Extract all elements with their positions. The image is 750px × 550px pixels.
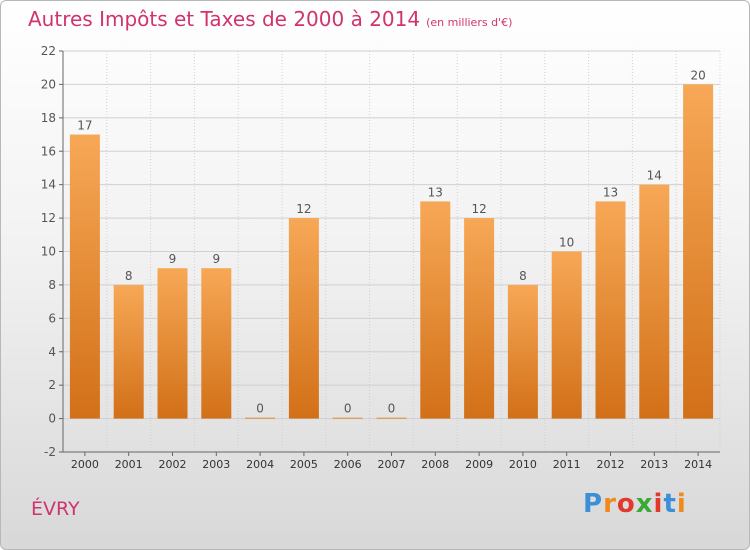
- y-tick-label: 20: [41, 77, 56, 91]
- x-tick-label: 2013: [640, 458, 668, 471]
- y-tick-label: 6: [48, 311, 56, 325]
- bar-2011: [551, 251, 582, 419]
- chart-title: Autres Impôts et Taxes de 2000 à 2014 (en…: [28, 7, 512, 31]
- bar-2014: [683, 84, 714, 419]
- x-tick-label: 2008: [421, 458, 449, 471]
- bar-2013: [639, 184, 670, 419]
- data-label: 12: [471, 202, 486, 216]
- data-label: 0: [256, 402, 264, 416]
- y-tick-label: 2: [48, 378, 56, 392]
- x-tick-label: 2004: [246, 458, 274, 471]
- y-tick-label: 16: [41, 144, 56, 158]
- y-tick-label: 8: [48, 278, 56, 292]
- y-tick-label: 14: [41, 178, 56, 192]
- bars: [69, 84, 714, 419]
- x-tick-label: 2006: [334, 458, 362, 471]
- data-label: 20: [690, 68, 705, 82]
- x-tick-label: 2011: [553, 458, 581, 471]
- x-tick-label: 2003: [202, 458, 230, 471]
- bar-2002: [157, 268, 188, 419]
- x-tick-label: 2014: [684, 458, 712, 471]
- x-tick-label: 2009: [465, 458, 493, 471]
- bar-2001: [113, 284, 144, 419]
- bar-2010: [507, 284, 538, 419]
- x-tick-label: 2007: [378, 458, 406, 471]
- data-label: 14: [647, 169, 662, 183]
- axes: [59, 50, 720, 456]
- data-label: 13: [603, 185, 618, 199]
- y-tick-label: 12: [41, 211, 56, 225]
- bar-2012: [595, 201, 626, 419]
- x-tick-labels: 2000 2001 2002 2003 2004 2005 2006 2007 2008 2009…: [71, 458, 712, 471]
- y-tick-label: 0: [48, 412, 56, 426]
- data-label: 8: [125, 269, 133, 283]
- data-label: 13: [428, 185, 443, 199]
- logo-letter: t: [663, 489, 677, 519]
- bar-2009: [464, 218, 495, 419]
- proxiti-logo[interactable]: Proxiti: [583, 489, 687, 519]
- data-label: 8: [519, 269, 527, 283]
- y-tick-label: 22: [41, 44, 56, 58]
- x-tick-label: 2000: [71, 458, 99, 471]
- place-name: ÉVRY: [31, 498, 80, 520]
- y-tick-labels: -2 0 2 4 6 8 10 12 14 16 18 20 22: [41, 44, 56, 459]
- data-labels: 17 8 9 9 0 12 0 0 13 12 8 10 13 14 20: [77, 68, 705, 415]
- logo-letter: i: [653, 489, 664, 519]
- bar-2004: [245, 417, 276, 419]
- x-tick-label: 2010: [509, 458, 537, 471]
- y-tick-label: 4: [48, 345, 56, 359]
- chart-title-text: Autres Impôts et Taxes de 2000 à 2014: [28, 7, 421, 31]
- x-tick-label: 2012: [597, 458, 625, 471]
- logo-letter: r: [603, 489, 617, 519]
- data-label: 0: [344, 402, 352, 416]
- data-label: 12: [296, 202, 311, 216]
- y-tick-label: 18: [41, 111, 56, 125]
- data-label: 9: [212, 252, 220, 266]
- y-tick-label: -2: [44, 445, 56, 459]
- data-label: 9: [169, 252, 177, 266]
- bar-2003: [201, 268, 232, 419]
- logo-letter: o: [616, 489, 636, 519]
- chart-unit: (en milliers d'€): [426, 16, 513, 29]
- x-tick-label: 2002: [159, 458, 187, 471]
- logo-letter: i: [676, 489, 687, 519]
- data-label: 10: [559, 236, 574, 250]
- y-tick-label: 10: [41, 245, 56, 259]
- data-label: 0: [388, 402, 396, 416]
- bar-2000: [69, 134, 100, 419]
- x-tick-label: 2005: [290, 458, 318, 471]
- bar-2006: [332, 417, 363, 419]
- bar-2007: [376, 417, 407, 419]
- x-tick-label: 2001: [115, 458, 143, 471]
- bar-2005: [288, 218, 319, 419]
- bar-2008: [420, 201, 451, 419]
- logo-letter: P: [583, 489, 604, 519]
- data-label: 17: [77, 119, 92, 133]
- logo-letter: x: [635, 489, 654, 519]
